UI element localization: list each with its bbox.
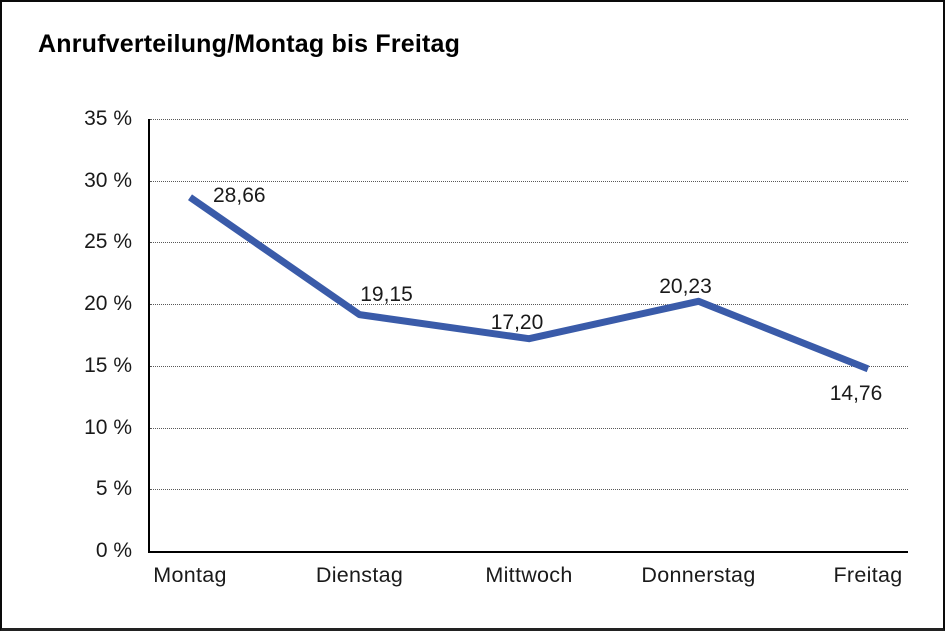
gridline-20 xyxy=(150,304,908,306)
gridline-15 xyxy=(150,365,908,367)
gridline-10 xyxy=(150,427,908,429)
y-tick-label-25: 25 % xyxy=(84,230,132,254)
data-label-mittwoch: 17,20 xyxy=(490,310,544,334)
gridline-30 xyxy=(150,180,908,182)
data-label-freitag: 14,76 xyxy=(829,381,883,405)
y-tick-label-15: 15 % xyxy=(84,353,132,377)
gridline-25 xyxy=(150,242,908,244)
plot-area: 28,66 19,15 17,20 20,23 14,76 xyxy=(148,119,908,553)
x-tick-label-donnerstag: Donnerstag xyxy=(641,563,756,587)
x-tick-label-freitag: Freitag xyxy=(833,563,903,587)
y-tick-label-10: 10 % xyxy=(84,415,132,439)
x-tick-label-mittwoch: Mittwoch xyxy=(485,563,573,587)
data-label-montag: 28,66 xyxy=(213,184,266,208)
data-label-donnerstag: 20,23 xyxy=(659,275,712,299)
y-tick-label-20: 20 % xyxy=(84,292,132,316)
y-tick-label-0: 0 % xyxy=(95,539,132,562)
x-tick-label-montag: Montag xyxy=(153,563,227,587)
gridline-5 xyxy=(150,489,908,491)
x-axis-labels: Montag Dienstag Mittwoch Donnerstag Freitag xyxy=(150,564,908,588)
line-series-canvas xyxy=(188,194,870,373)
chart-title: Anrufverteilung/Montag bis Freitag xyxy=(38,30,461,58)
y-axis-labels: 35 % 30 % 25 % 20 % 15 % 10 % 5 % 0 % xyxy=(2,108,132,562)
gridline-35 xyxy=(150,119,908,120)
y-tick-label-5: 5 % xyxy=(95,477,132,501)
y-tick-label-30: 30 % xyxy=(84,168,132,192)
data-line xyxy=(188,194,870,373)
y-tick-label-35: 35 % xyxy=(84,107,132,130)
data-label-dienstag: 19,15 xyxy=(360,282,413,306)
x-tick-label-dienstag: Dienstag xyxy=(315,563,404,587)
